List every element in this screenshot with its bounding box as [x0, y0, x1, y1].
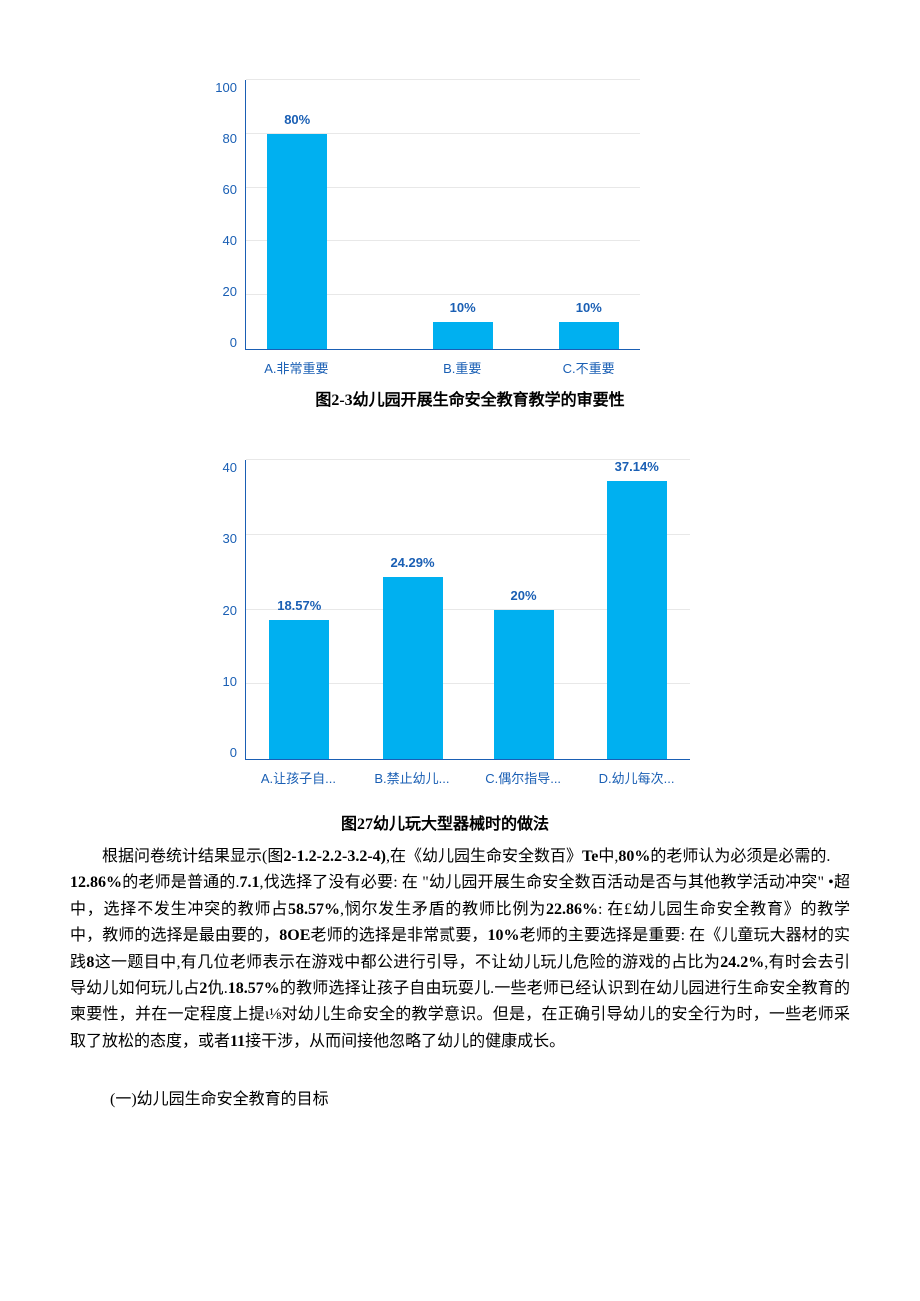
y-tick: 60	[200, 182, 245, 197]
bar: 20%	[494, 610, 554, 760]
chart1-caption: 图2-3幼儿园开展生命安全教育教学的审要性	[250, 386, 690, 410]
chart-practice: 40 30 20 10 0 18.57% 24.29% 20% 37.14% A.让孩…	[200, 460, 690, 790]
x-axis-label: B.重要	[443, 358, 481, 377]
x-axis-label: A.让孩子自...	[261, 768, 336, 787]
x-axis-label: C.偶尔指导...	[485, 768, 561, 787]
chart2-caption: 图27幼儿玩大型器械时的做法	[200, 810, 690, 834]
x-axis-label: C.不重要	[563, 358, 615, 377]
bar-value-label: 10%	[576, 300, 602, 315]
x-axis-label: A.非常重要	[264, 358, 328, 377]
y-tick: 10	[200, 674, 245, 689]
chart1-y-axis: 100 80 60 40 20 0	[200, 80, 245, 350]
y-tick: 100	[200, 80, 245, 95]
chart1-plot: 80% 10% 10%	[245, 80, 640, 350]
bar-value-label: 80%	[284, 112, 310, 127]
bar-value-label: 37.14%	[615, 459, 659, 474]
chart1-x-labels: A.非常重要 B.重要 C.不重要	[245, 352, 640, 380]
bar: 80%	[267, 134, 327, 349]
section-title: (一)幼儿园生命安全教育的目标	[110, 1085, 920, 1109]
bar: 24.29%	[383, 577, 443, 759]
bar-value-label: 18.57%	[277, 598, 321, 613]
chart2-y-axis: 40 30 20 10 0	[200, 460, 245, 760]
analysis-paragraph: 根据问卷统计结果显示(图2-1.2-2.2-3.2-4),在《幼儿园生命安全数百…	[70, 844, 850, 1055]
chart2-plot: 18.57% 24.29% 20% 37.14%	[245, 460, 690, 760]
bar: 10%	[433, 322, 493, 349]
bar: 18.57%	[269, 620, 329, 759]
chart2-x-labels: A.让孩子自... B.禁止幼儿... C.偶尔指导... D.幼儿每次...	[245, 762, 690, 790]
y-tick: 20	[200, 603, 245, 618]
y-tick: 40	[200, 233, 245, 248]
bar: 10%	[559, 322, 619, 349]
chart-importance: 100 80 60 40 20 0 80% 10% 10% A.非常重要 B.重要 C.…	[200, 80, 640, 380]
y-tick: 30	[200, 531, 245, 546]
y-tick: 80	[200, 131, 245, 146]
y-tick: 40	[200, 460, 245, 475]
bar-value-label: 20%	[510, 588, 536, 603]
y-tick: 20	[200, 284, 245, 299]
bar-value-label: 10%	[450, 300, 476, 315]
x-axis-label: D.幼儿每次...	[599, 768, 675, 787]
bar: 37.14%	[607, 481, 667, 759]
y-tick: 0	[200, 745, 245, 760]
bar-value-label: 24.29%	[390, 555, 434, 570]
y-tick: 0	[200, 335, 245, 350]
x-axis-label: B.禁止幼儿...	[374, 768, 449, 787]
